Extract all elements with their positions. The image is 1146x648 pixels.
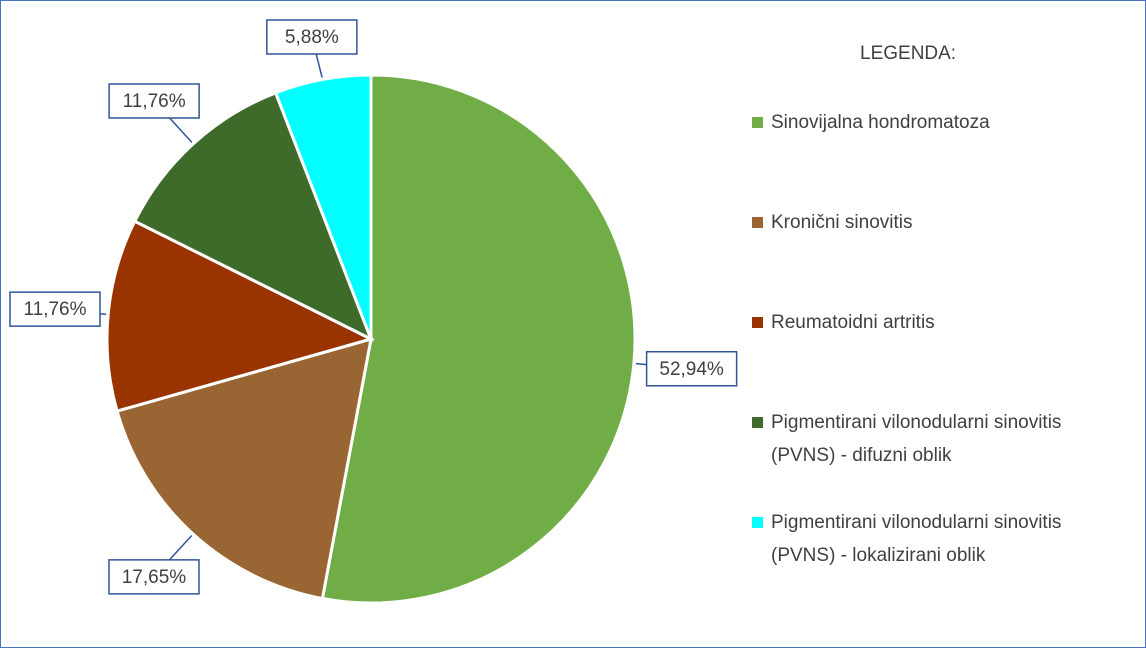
data-label: 17,65% (122, 567, 187, 588)
legend-swatch (752, 517, 763, 528)
legend-label: Kronični sinovitis (771, 212, 913, 233)
data-label: 11,76% (23, 299, 86, 320)
legend-item: Sinovijalna hondromatoza (750, 106, 1110, 139)
callout-box (108, 559, 200, 595)
pie-slice (273, 73, 373, 340)
legend-title: LEGENDA: (860, 43, 957, 64)
legend-swatch (752, 117, 763, 128)
legend-label: Pigmentirani vilonodularni sinovitis (PV… (771, 412, 1062, 466)
legend-item: Pigmentirani vilonodularni sinovitis (PV… (750, 506, 1110, 572)
legend-item: Pigmentirani vilonodularni sinovitis (PV… (750, 406, 1110, 472)
legend-swatch (752, 217, 763, 228)
pie-slice (115, 336, 373, 601)
data-label: 11,76% (123, 91, 186, 112)
legend-item: Reumatoidni artritis (750, 306, 1110, 339)
data-label: 5,88% (285, 27, 339, 48)
legend-item: Kronični sinovitis (750, 206, 1110, 239)
pie-slice (105, 219, 376, 413)
pie-slice (320, 73, 637, 605)
legend-label: Sinovijalna hondromatoza (771, 112, 990, 133)
legend-label: Pigmentirani vilonodularni sinovitis (PV… (771, 512, 1062, 566)
legend-swatch (752, 417, 763, 428)
legend-label: Reumatoidni artritis (771, 312, 935, 333)
legend-swatch (752, 317, 763, 328)
callout-box (108, 83, 200, 119)
pie-slice (132, 90, 374, 343)
callout-box (266, 19, 358, 55)
data-label: 52,94% (659, 359, 724, 380)
callout-box (9, 291, 101, 327)
callout-box (645, 351, 738, 387)
